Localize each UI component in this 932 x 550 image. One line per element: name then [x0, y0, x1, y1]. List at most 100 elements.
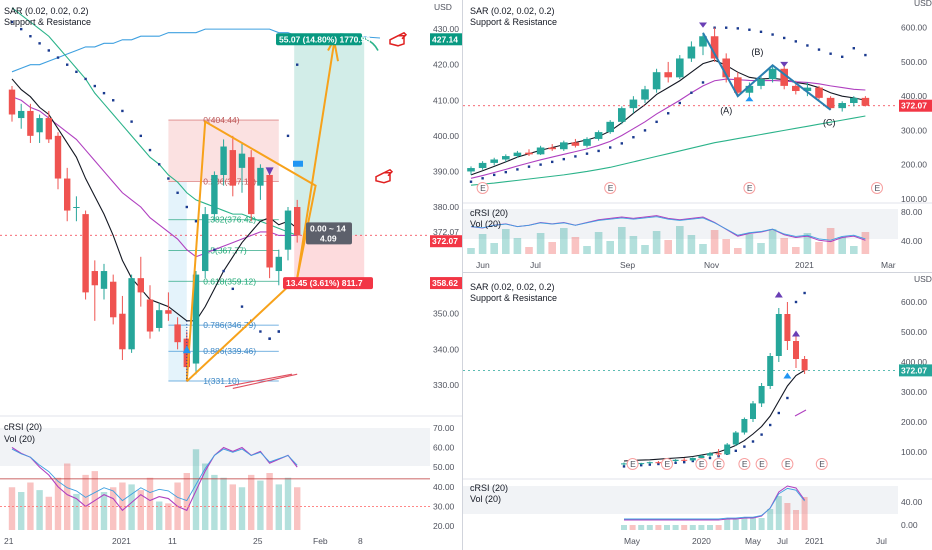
candle-body [64, 178, 71, 211]
rt-sar-dot [597, 149, 600, 153]
volume-bar [156, 501, 163, 530]
right-weekly-chart[interactable]: (A) (B) (C) E E E E SAR (0.02, 0.02, 0.2) Supp… [463, 0, 932, 270]
candle-body [82, 214, 89, 293]
rt-candle-body [826, 97, 835, 109]
rt-candle-body [652, 72, 661, 90]
rb-vol-title: Vol (20) [470, 494, 501, 504]
low-trendline [224, 373, 293, 388]
candle-body [18, 110, 25, 119]
rb-sar-dot [640, 464, 643, 467]
rt-volume-bar [594, 232, 603, 254]
rb-sar-dot [786, 396, 789, 400]
rt-sar-dot [655, 120, 658, 124]
rb-earnings-marker-label: E [819, 459, 825, 469]
volume-bar [100, 492, 108, 530]
rb-volume-bar [767, 509, 774, 530]
rb-candle-body [741, 419, 748, 433]
price-tag-upper: 427.14 [432, 34, 458, 44]
rb-earnings-marker-label: E [665, 459, 671, 469]
rb-sell-triangle [792, 330, 800, 337]
rt-candle-body [676, 58, 684, 78]
rb-candle-body [621, 463, 627, 465]
candle-body [110, 281, 117, 318]
fib-level-label: 0.886(339.46) [203, 346, 256, 356]
candle-body [192, 274, 200, 364]
rb-volume-bar [646, 525, 653, 530]
candle-body [91, 271, 98, 286]
fib-level-label: 0.382(376.42) [203, 215, 256, 225]
ema-fast-line [11, 78, 298, 322]
rb-volume-bar [793, 510, 799, 530]
rb-candle-body [681, 459, 688, 461]
volume-bar [266, 473, 273, 530]
fib-level-label: 0(404.44) [203, 115, 240, 125]
rt-volume-bar [768, 229, 777, 254]
rb-volume-bar [689, 525, 696, 530]
rt-sar-dot [632, 136, 635, 139]
candle-body [119, 313, 126, 350]
rt-candle-body [710, 36, 719, 59]
rb-x-tick-label: May [624, 536, 641, 546]
rt-candle-body [571, 142, 580, 146]
rt-y-tick-label: 300.00 [901, 125, 927, 135]
rt-volume-bar [560, 228, 568, 254]
volume-bar [146, 477, 154, 530]
rb-candle-body [724, 444, 731, 455]
left-currency-label: USD [434, 2, 452, 12]
rt-earnings-marker-label: E [608, 183, 614, 193]
rb-volume-bar [724, 518, 731, 530]
rb-crsi-signal [624, 487, 805, 520]
rb-earnings-marker [755, 458, 768, 470]
left-daily-chart[interactable]: 0(404.44)0.236(387.13)0.382(376.42)0.5(3… [0, 2, 462, 546]
sar-dot [286, 134, 290, 138]
rt-wave-label-c: (C) [823, 117, 836, 127]
rt-sar-dot [609, 146, 612, 149]
rt-candle-body [815, 87, 823, 98]
candle-body [54, 135, 62, 179]
rb-volume-bar [750, 518, 756, 530]
rt-candle-body [861, 97, 870, 106]
rb-sar-dot [777, 411, 780, 415]
rb-earnings-marker [815, 458, 828, 470]
rt-abc-wave [702, 32, 832, 111]
left-indicator-subtitle: Support & Resistance [4, 17, 91, 27]
breakout-arrow [296, 43, 335, 279]
sar-dot [194, 220, 198, 223]
rb-sub-y-tick-label: 40.00 [901, 497, 923, 507]
rt-volume-bar [513, 238, 522, 254]
right-monthly-chart[interactable]: E E E E E E E E SAR (0.02, 0.02, 0.2) Support &… [463, 274, 932, 546]
price-tag-upper-bg [430, 33, 462, 46]
rt-candle-body [513, 152, 522, 157]
rt-candle-body [606, 121, 614, 133]
rt-price-tag: 372.07 [901, 101, 927, 111]
rt-sub-y-tick-label: 80.00 [901, 207, 923, 217]
candle-body [275, 256, 282, 272]
rt-sar-dot [690, 91, 693, 94]
sar-dot [20, 27, 23, 31]
rt-currency-label: USD [914, 0, 932, 8]
sar-dot [296, 63, 299, 66]
rb-earnings-marker [738, 458, 751, 470]
rt-volume-bar [757, 243, 765, 254]
rt-candle-body [687, 46, 696, 59]
x-tick-label: 2021 [112, 536, 131, 546]
crsi-band [0, 428, 430, 466]
buy-signal-triangle [182, 345, 191, 354]
rt-volume-bar [850, 246, 858, 254]
sar-dot [167, 177, 170, 180]
rb-candle-body [801, 359, 808, 371]
rt-sar-dot [864, 53, 867, 57]
rb-x-tick-label: May [745, 536, 762, 546]
sar-dot [56, 56, 60, 59]
rt-earnings-marker [871, 182, 883, 194]
fib-level-label: 0.5(367.77) [203, 246, 247, 256]
rb-volume-bar [715, 525, 722, 530]
range-label-bg [306, 222, 352, 245]
rt-volume-bar [629, 236, 638, 254]
rt-volume-bar [618, 227, 626, 254]
rt-x-tick-label: Jul [530, 260, 541, 270]
rb-x-tick-label: 2020 [692, 536, 711, 546]
rb-candle-body [707, 453, 713, 456]
price-tag-spacer-bg [430, 224, 462, 237]
